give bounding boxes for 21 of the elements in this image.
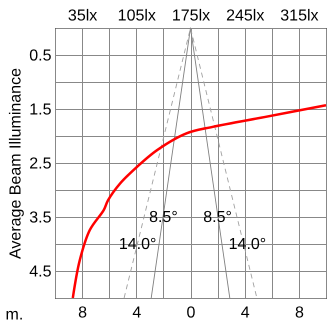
y-tick-label: 0.5 xyxy=(29,48,52,64)
annotation: 14.0° xyxy=(228,236,266,253)
x-tick-label: 0 xyxy=(186,304,196,322)
x2-tick-label: 245lx xyxy=(226,8,264,24)
y-axis-title: Average Beam Illuminance xyxy=(7,68,24,259)
x2-tick-label: 315lx xyxy=(280,8,319,24)
y-tick-label: 1.5 xyxy=(29,102,52,118)
annotation: 8.5° xyxy=(149,209,178,226)
x2-tick-label: 35lx xyxy=(68,8,98,24)
x2-tick-label: 175lx xyxy=(172,8,210,24)
y-tick-label: 4.5 xyxy=(29,264,52,280)
y-tick-label: 2.5 xyxy=(29,156,52,172)
y-tick-label: 3.5 xyxy=(29,210,52,226)
x-tick-label: 8 xyxy=(294,304,304,322)
x-tick-label: 8 xyxy=(78,304,88,322)
x-tick-label: 4 xyxy=(240,304,250,322)
annotation: 14.0° xyxy=(118,236,156,253)
x2-tick-label: 105lx xyxy=(118,8,156,24)
x-axis-title: m. xyxy=(6,306,24,324)
annotation: 8.5° xyxy=(203,209,232,226)
x-tick-label: 4 xyxy=(132,304,142,322)
